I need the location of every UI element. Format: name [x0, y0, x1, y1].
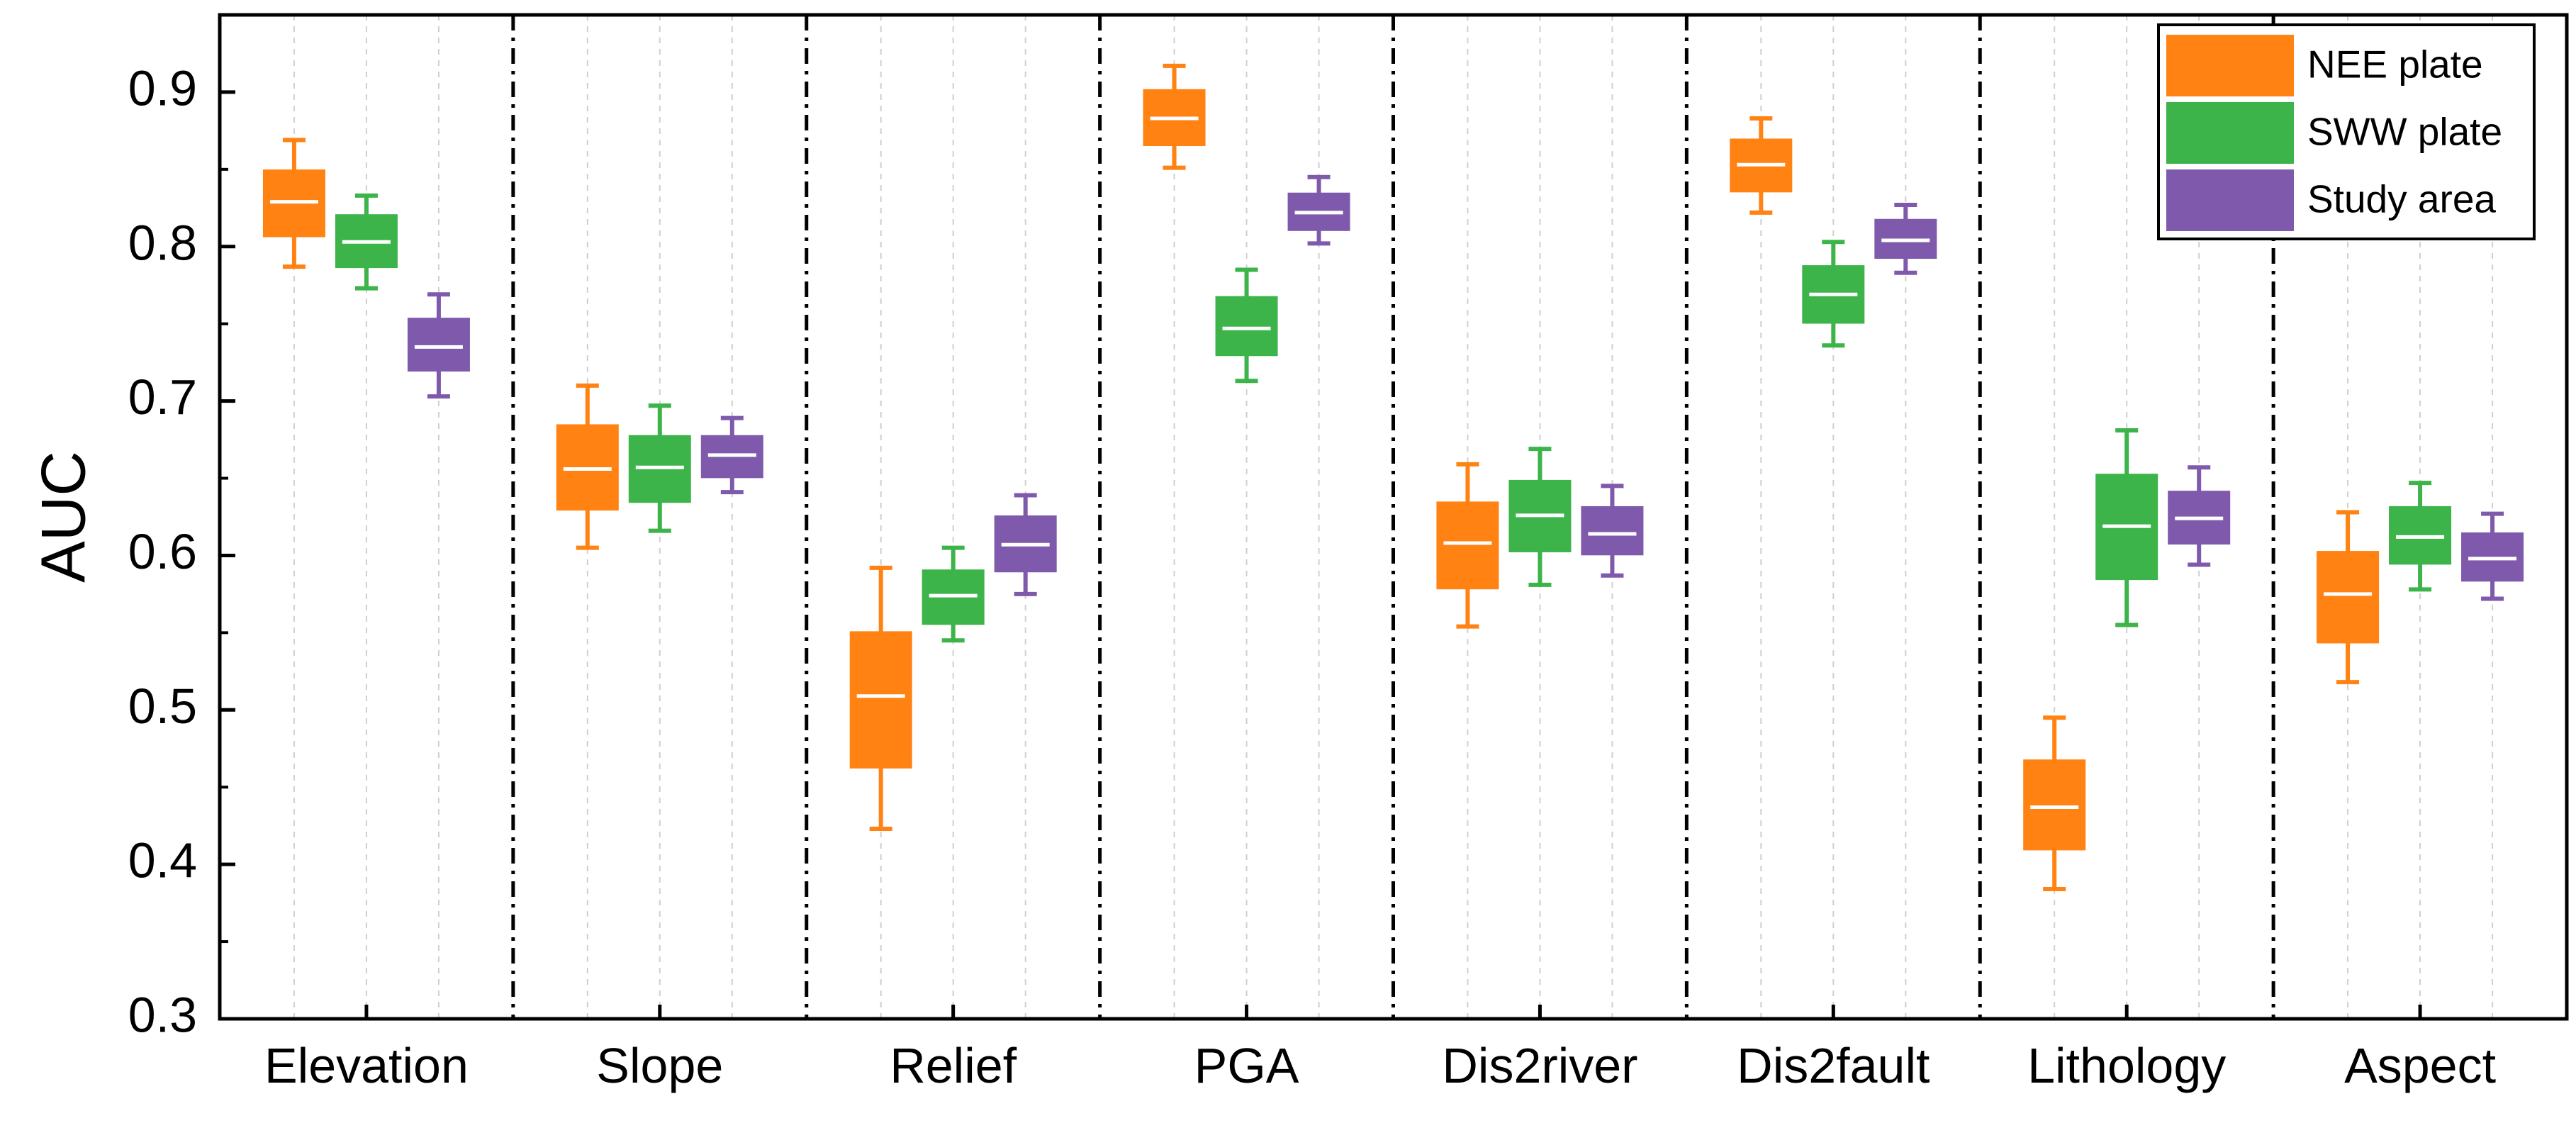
- box-aspect-study-area: [2461, 511, 2524, 601]
- x-tick-label: Slope: [596, 1038, 723, 1093]
- y-tick-label: 0.7: [128, 369, 197, 425]
- box-relief-study-area: [994, 493, 1057, 596]
- box-pga-study-area: [1287, 174, 1350, 246]
- box-dis2fault-sww-plate: [1802, 240, 1865, 348]
- plot-frame: [218, 13, 2569, 1021]
- box-pga-sww-plate: [1215, 267, 1278, 384]
- x-tick-label: PGA: [1194, 1038, 1299, 1093]
- axes: [218, 13, 2569, 1021]
- box-aspect-nee-plate: [2317, 510, 2380, 685]
- y-tick-label: 0.4: [128, 833, 197, 888]
- box-lithology-study-area: [2168, 465, 2231, 567]
- box-lithology-nee-plate: [2023, 715, 2086, 892]
- legend: NEE plate SWW plate Study area: [2157, 23, 2536, 240]
- box-iqr: [2317, 551, 2380, 644]
- box-iqr: [1215, 296, 1278, 357]
- axis-ticks: 0.3 0.4 0.5 0.6 0.7 0.8 0.9 Elevation Slope Relie…: [128, 60, 2496, 1093]
- x-tick-label: Dis2fault: [1737, 1038, 1930, 1093]
- box-dis2river-study-area: [1581, 484, 1644, 578]
- box-relief-sww-plate: [922, 545, 985, 643]
- legend-label: SWW plate: [2307, 110, 2502, 154]
- box-pga-nee-plate: [1143, 63, 1206, 170]
- x-tick-label: Dis2river: [1442, 1038, 1637, 1093]
- box-elevation-nee-plate: [262, 138, 325, 269]
- box-iqr: [1581, 506, 1644, 556]
- box-slope-nee-plate: [556, 383, 619, 550]
- box-dis2river-nee-plate: [1436, 462, 1499, 629]
- box-elevation-sww-plate: [335, 193, 398, 291]
- box-lithology-sww-plate: [2095, 428, 2158, 627]
- box-iqr: [407, 318, 470, 372]
- box-iqr: [1436, 501, 1499, 590]
- box-dis2fault-nee-plate: [1730, 116, 1793, 215]
- box-aspect-sww-plate: [2389, 481, 2452, 592]
- legend-label: NEE plate: [2307, 43, 2483, 86]
- x-tick-label: Lithology: [2027, 1038, 2226, 1093]
- y-tick-label: 0.5: [128, 679, 197, 734]
- legend-swatch: [2166, 35, 2294, 96]
- x-tick-label: Aspect: [2344, 1038, 2496, 1093]
- y-tick-label: 0.3: [128, 987, 197, 1042]
- y-tick-label: 0.8: [128, 215, 197, 270]
- y-tick-label: 0.9: [128, 60, 197, 116]
- x-tick-label: Relief: [890, 1038, 1017, 1093]
- y-tick-label: 0.6: [128, 524, 197, 579]
- box-iqr: [2023, 759, 2086, 851]
- legend-swatch: [2166, 102, 2294, 164]
- x-tick-label: Elevation: [264, 1038, 469, 1093]
- box-slope-study-area: [700, 415, 763, 495]
- box-slope-sww-plate: [628, 403, 691, 533]
- box-dis2river-sww-plate: [1508, 447, 1572, 587]
- boxes: [262, 63, 2524, 892]
- y-axis-label: AUC: [28, 451, 98, 583]
- legend-label: Study area: [2307, 177, 2496, 221]
- box-elevation-study-area: [407, 292, 470, 399]
- box-relief-nee-plate: [849, 565, 912, 832]
- legend-swatch: [2166, 169, 2294, 231]
- box-iqr: [849, 631, 912, 769]
- box-dis2fault-study-area: [1874, 202, 1937, 275]
